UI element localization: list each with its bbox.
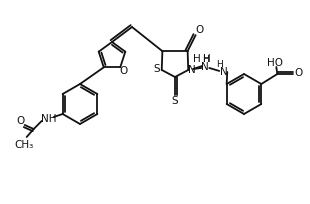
Text: H: H [193, 54, 201, 64]
Text: H: H [202, 55, 209, 64]
Text: H: H [216, 60, 223, 69]
Text: O: O [196, 25, 204, 35]
Text: N: N [202, 62, 209, 72]
Text: O: O [119, 66, 127, 76]
Text: S: S [153, 64, 160, 74]
Text: S: S [172, 96, 178, 106]
Text: NH: NH [41, 114, 56, 124]
Text: CH₃: CH₃ [14, 140, 33, 150]
Text: O: O [16, 116, 25, 126]
Text: HO: HO [267, 58, 283, 68]
Text: N: N [188, 65, 196, 75]
Text: O: O [294, 68, 303, 78]
Text: N: N [220, 67, 228, 77]
Text: H: H [203, 54, 211, 64]
